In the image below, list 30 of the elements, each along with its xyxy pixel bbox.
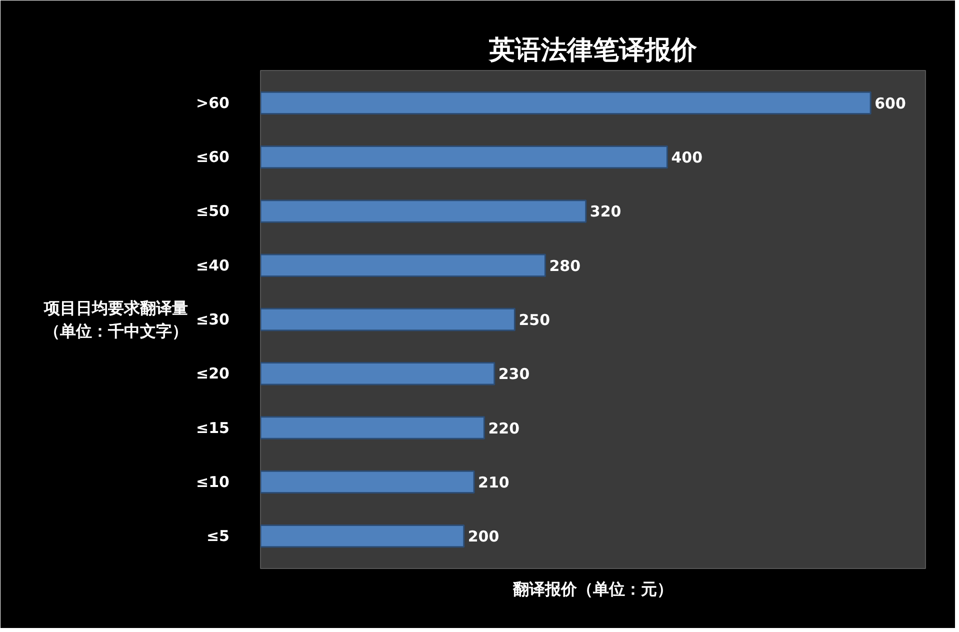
y-tick-label: >60 — [196, 94, 230, 112]
data-label: 280 — [549, 256, 581, 275]
data-label: 320 — [590, 202, 622, 221]
bar — [260, 146, 668, 169]
y-tick-label: ≤10 — [196, 472, 230, 491]
bar — [260, 200, 587, 223]
bar — [260, 308, 516, 332]
data-label: 220 — [488, 419, 520, 438]
bar — [260, 362, 496, 386]
bar — [260, 254, 546, 277]
data-label: 200 — [468, 528, 500, 546]
data-label: 600 — [874, 94, 906, 112]
y-tick-label: ≤5 — [206, 527, 230, 546]
data-label: 230 — [498, 365, 530, 384]
y-axis-title: 项目日均要求翻译量（单位：千中文字） — [43, 298, 188, 340]
bar — [260, 91, 872, 115]
y-tick-label: ≤20 — [196, 364, 230, 383]
data-label: 400 — [671, 148, 703, 167]
y-tick-label: ≤15 — [196, 418, 230, 437]
x-axis-title: 翻译报价（单位：元） — [512, 580, 673, 598]
y-tick-label: ≤30 — [196, 310, 230, 328]
y-tick-label: ≤40 — [196, 256, 230, 274]
bar — [260, 416, 485, 440]
data-label: 210 — [478, 473, 510, 492]
y-tick-label: ≤50 — [196, 202, 230, 220]
chart-title: 英语法律笔译报价 — [488, 36, 698, 66]
data-label: 250 — [518, 311, 550, 329]
bar — [260, 470, 475, 494]
bar — [260, 524, 465, 548]
y-tick-label: ≤60 — [196, 148, 230, 166]
